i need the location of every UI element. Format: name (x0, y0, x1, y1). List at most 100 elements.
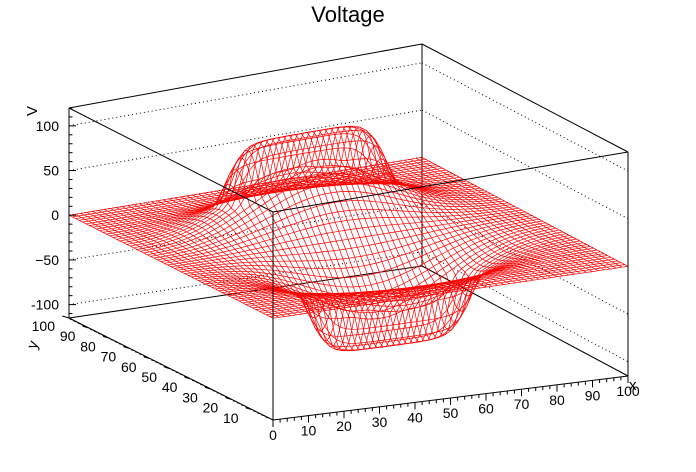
x-tick-label: 100 (616, 383, 640, 399)
mesh-line-const-x (257, 130, 463, 345)
z-grid-right-plane-3 (421, 109, 629, 220)
y-tick-label: 80 (80, 338, 96, 354)
y-minor-tick (69, 318, 74, 321)
mesh-line-const-x (262, 129, 469, 345)
y-minor-tick (175, 371, 180, 374)
y-minor-tick (134, 351, 139, 354)
x-tick-label: 60 (478, 401, 494, 417)
box-edge-plane-2 (68, 43, 423, 109)
y-major-tick (62, 315, 70, 319)
y-tick-label: 90 (60, 328, 76, 344)
front-frame (68, 107, 629, 420)
surface-mesh (68, 125, 629, 352)
mesh-line-const-x (92, 211, 297, 316)
mesh-line-const-x (121, 206, 327, 311)
z-tick-label: -100 (31, 297, 59, 313)
chart-title: Voltage (311, 2, 384, 27)
y-major-tick (102, 335, 110, 339)
y-minor-tick (98, 332, 102, 335)
x-tick-label: 80 (549, 392, 565, 408)
y-minor-tick (138, 353, 143, 356)
mesh-line-const-x (398, 160, 605, 271)
z-grid-right-plane-0 (421, 251, 629, 363)
mesh-line-const-x (198, 142, 404, 351)
mesh-line-const-x (363, 166, 569, 276)
mesh-line-const-x (115, 207, 321, 312)
x-tick-label: 0 (269, 427, 277, 443)
mesh-line-const-x (151, 201, 356, 307)
y-minor-tick (155, 361, 159, 364)
y-minor-tick (114, 341, 119, 343)
mesh-line-const-x (268, 128, 475, 344)
y-major-tick (225, 397, 233, 401)
mesh-line-const-x (410, 158, 617, 269)
mesh-line-const-x (415, 157, 623, 268)
y-major-tick (204, 386, 212, 390)
mesh-line-const-x (298, 126, 504, 336)
mesh-line-const-x (404, 159, 611, 270)
y-minor-tick (212, 389, 217, 392)
y-minor-tick (191, 379, 196, 382)
y-minor-tick (89, 328, 94, 331)
y-major-tick (123, 346, 131, 350)
mesh-line-const-x (392, 161, 599, 272)
z-axis-label: V (24, 106, 41, 116)
mesh-line-const-x (80, 212, 285, 317)
y-minor-tick (265, 416, 270, 419)
mesh-line-const-x (292, 125, 498, 339)
mesh-line-const-x (168, 184, 374, 319)
y-major-tick (184, 376, 192, 380)
mesh-line-const-x (162, 199, 368, 305)
box-edge-front-2 (272, 151, 629, 213)
z-grid-right-plane-4 (421, 62, 629, 172)
y-minor-tick (102, 334, 106, 337)
y-minor-tick (261, 414, 265, 417)
mesh-line-const-x (380, 163, 587, 273)
mesh-line-const-x (327, 172, 534, 281)
y-minor-tick (245, 406, 249, 409)
box-edge-front-1 (68, 107, 274, 213)
y-minor-tick (159, 363, 163, 366)
mesh-line-const-y (164, 207, 519, 264)
y-minor-tick (257, 412, 261, 415)
mesh-line-const-x (339, 170, 546, 279)
y-tick-label: 10 (223, 410, 239, 426)
mesh-line-const-x (174, 169, 380, 332)
mesh-line-const-y (187, 220, 543, 288)
y-minor-tick (183, 375, 188, 378)
axes: 0 10 20 30 40 50 60 70 80 90 100102030405060708090… (31, 107, 640, 443)
mesh-line-const-x (233, 134, 439, 349)
mesh-line-const-x (133, 204, 339, 310)
mesh-line-const-x (68, 214, 274, 319)
y-major-tick (164, 366, 172, 370)
mesh-line-const-x (374, 164, 581, 274)
y-minor-tick (220, 394, 225, 396)
x-tick-label: 70 (514, 396, 530, 412)
y-minor-tick (143, 355, 147, 358)
y-minor-tick (118, 343, 123, 345)
mesh-line-const-x (386, 162, 593, 272)
y-minor-tick (130, 349, 135, 352)
mesh-line-const-y (225, 240, 580, 312)
mesh-line-const-x (104, 209, 309, 314)
y-minor-tick (151, 359, 155, 362)
y-minor-tick (224, 396, 229, 399)
box-edge-plane-3 (421, 43, 629, 153)
y-minor-tick (171, 369, 176, 372)
y-axis-label: y (24, 338, 43, 351)
y-minor-tick (122, 345, 127, 348)
mesh-line-const-x (274, 127, 481, 343)
z-grid-right-plane-1 (421, 204, 629, 315)
mesh-line-const-x (421, 157, 629, 267)
y-minor-tick (200, 383, 204, 386)
x-tick-label: 90 (585, 387, 601, 403)
y-major-tick (245, 407, 253, 411)
y-minor-tick (179, 373, 184, 376)
y-tick-label: 30 (182, 389, 198, 405)
x-tick-label: 30 (372, 414, 388, 430)
x-axis-label: x (629, 377, 637, 394)
z-tick-label: 0 (51, 207, 59, 223)
y-minor-tick (163, 365, 168, 368)
mesh-line-const-x (345, 169, 552, 278)
